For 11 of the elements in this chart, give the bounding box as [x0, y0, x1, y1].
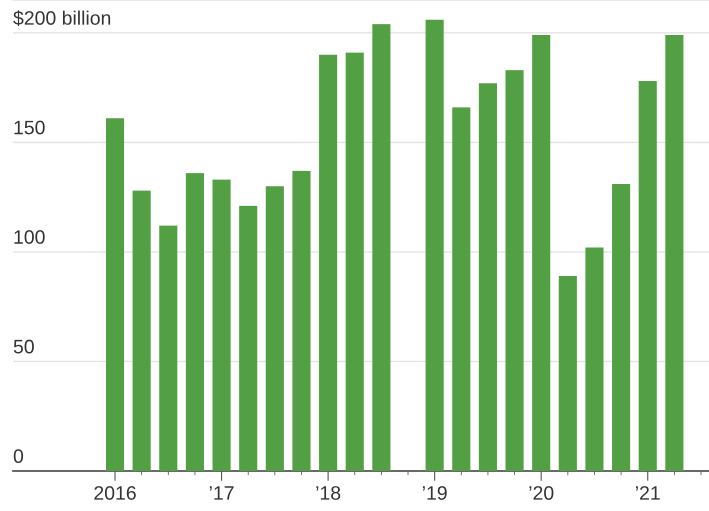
y-tick-label: 0: [14, 449, 24, 463]
y-tick-label: 150: [14, 120, 45, 134]
x-tick-label: ’18: [316, 486, 340, 500]
y-tick-label: 100: [14, 230, 45, 244]
x-tick-label: ’19: [422, 486, 447, 500]
x-tick-label: 2016: [94, 486, 136, 500]
y-tick-label: 50: [14, 340, 34, 354]
y-tick-label: $200 billion: [13, 10, 110, 26]
x-tick-label: ’21: [636, 486, 660, 500]
x-tick-label: ’17: [210, 486, 234, 500]
x-tick-label: ’20: [529, 486, 554, 500]
